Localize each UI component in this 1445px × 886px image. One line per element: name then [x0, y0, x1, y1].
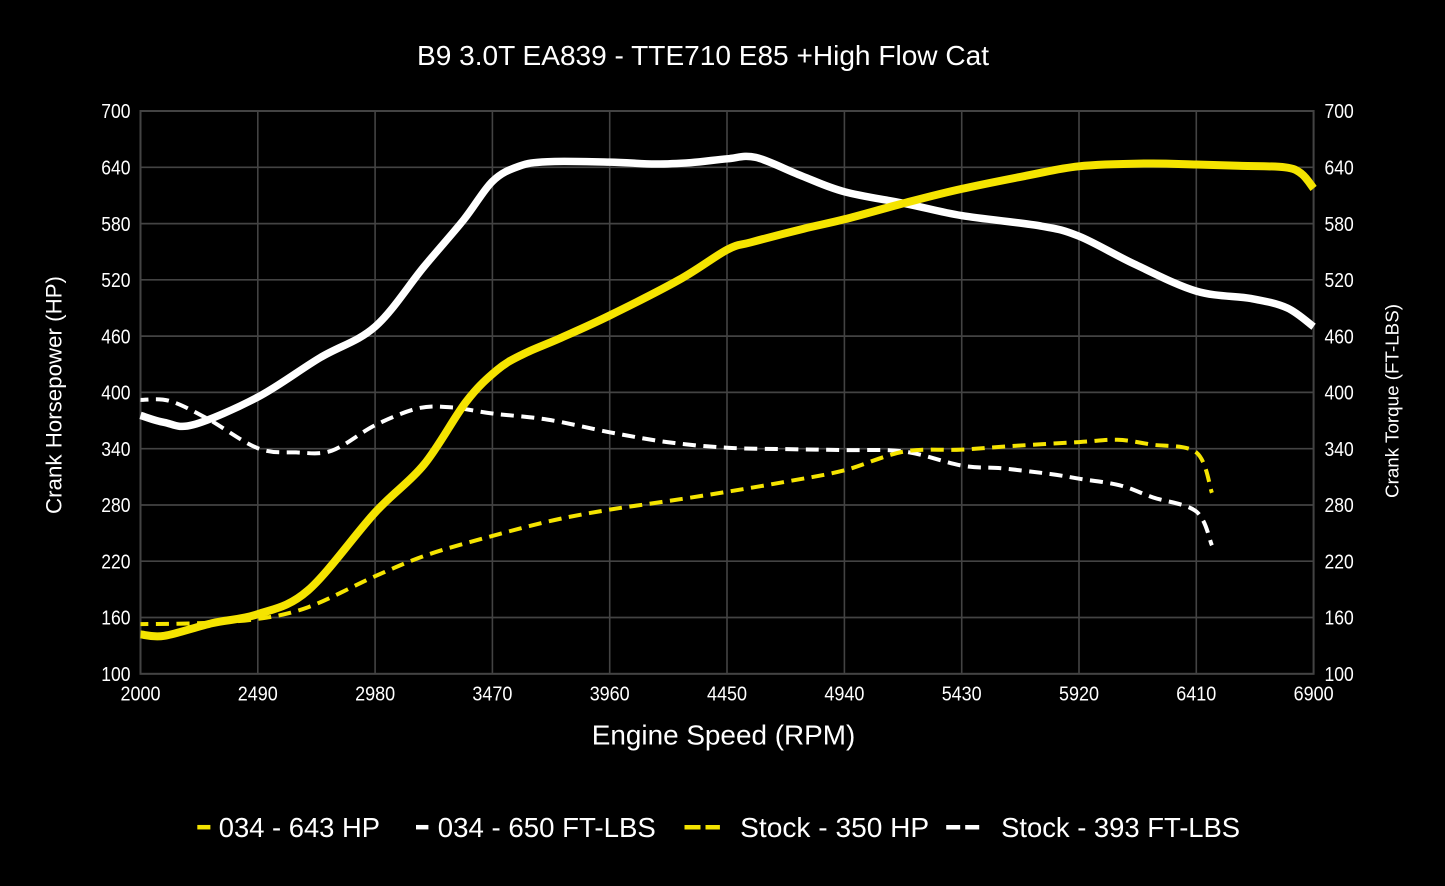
svg-text:340: 340: [1325, 439, 1354, 461]
svg-text:4450: 4450: [707, 684, 747, 706]
svg-text:580: 580: [1325, 214, 1354, 236]
svg-text:Engine Speed (RPM): Engine Speed (RPM): [592, 719, 856, 750]
svg-text:2000: 2000: [121, 684, 161, 706]
svg-text:Stock - 350 HP: Stock - 350 HP: [740, 812, 929, 843]
svg-text:100: 100: [101, 664, 130, 686]
svg-text:580: 580: [101, 214, 130, 236]
svg-text:640: 640: [101, 158, 130, 180]
svg-text:340: 340: [101, 439, 130, 461]
svg-text:520: 520: [101, 270, 130, 292]
svg-text:640: 640: [1325, 158, 1354, 180]
svg-text:280: 280: [101, 495, 130, 517]
svg-text:034 - 650 FT-LBS: 034 - 650 FT-LBS: [438, 812, 656, 843]
svg-text:034 - 643 HP: 034 - 643 HP: [219, 812, 380, 843]
svg-text:Crank Horsepower (HP): Crank Horsepower (HP): [42, 276, 67, 514]
svg-text:2490: 2490: [238, 684, 278, 706]
svg-text:Stock - 393 FT-LBS: Stock - 393 FT-LBS: [1001, 812, 1240, 843]
svg-text:280: 280: [1325, 495, 1354, 517]
svg-text:700: 700: [101, 101, 130, 123]
svg-text:460: 460: [101, 326, 130, 348]
svg-text:4940: 4940: [824, 684, 864, 706]
svg-text:400: 400: [1325, 383, 1354, 405]
svg-text:700: 700: [1325, 101, 1354, 123]
svg-text:5920: 5920: [1059, 684, 1099, 706]
svg-text:100: 100: [1325, 664, 1354, 686]
svg-text:520: 520: [1325, 270, 1354, 292]
svg-text:5430: 5430: [942, 684, 982, 706]
svg-text:220: 220: [1325, 551, 1354, 573]
svg-text:B9 3.0T EA839 - TTE710 E85 +Hi: B9 3.0T EA839 - TTE710 E85 +High Flow Ca…: [417, 40, 989, 71]
svg-text:2980: 2980: [355, 684, 395, 706]
svg-text:460: 460: [1325, 326, 1354, 348]
svg-text:3470: 3470: [472, 684, 512, 706]
svg-text:Crank Torque (FT-LBS): Crank Torque (FT-LBS): [1382, 304, 1403, 498]
svg-text:160: 160: [101, 608, 130, 630]
svg-text:220: 220: [101, 551, 130, 573]
svg-text:3960: 3960: [590, 684, 630, 706]
svg-text:6900: 6900: [1294, 684, 1334, 706]
svg-text:400: 400: [101, 383, 130, 405]
svg-text:160: 160: [1325, 608, 1354, 630]
svg-text:6410: 6410: [1176, 684, 1216, 706]
